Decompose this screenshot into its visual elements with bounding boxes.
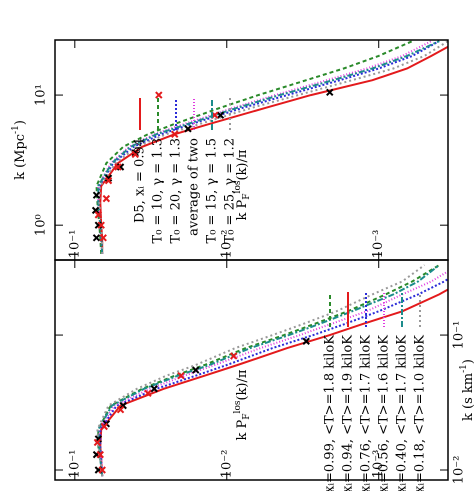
legend-label: xᵢ=0.76, <T>=1.7 kiloK: [359, 335, 374, 491]
x-axis-title-part: k (Mpc: [13, 134, 28, 180]
data-point: [93, 438, 102, 447]
y-axis-title-part: k P: [235, 199, 250, 220]
x-axis-title-part: k (s km: [461, 373, 475, 421]
y-tick-label: 10⁻²: [219, 450, 234, 479]
data-point: [192, 366, 200, 374]
series-line: [97, 264, 440, 477]
data-point: [171, 130, 179, 138]
legend-label: xᵢ=0.94, <T>=1.9 kiloK: [341, 335, 356, 491]
data-point: [302, 337, 310, 345]
data-point: [131, 150, 139, 159]
data-point: [99, 234, 107, 242]
data-point: [96, 450, 104, 459]
plot-area: [91, 40, 448, 255]
y-axis-title-part: k P: [235, 419, 250, 440]
data-point: [98, 466, 106, 474]
legend-label: T₀ = 25, γ = 1.2: [223, 138, 238, 243]
series-line: [99, 277, 448, 477]
legend-label: xᵢ=0.18, <T>=1.0 kiloK: [413, 335, 428, 491]
data-point: [155, 91, 163, 99]
x-axis-title-part: ): [13, 120, 28, 125]
data-point: [230, 352, 238, 360]
series-line: [97, 40, 440, 255]
data-point: [177, 371, 185, 380]
legend-label: T₀ = 15, γ = 1.5: [205, 138, 220, 243]
data-point: [116, 405, 125, 414]
data-point: [92, 191, 101, 199]
x-axis-title: k (Mpc-1): [11, 120, 28, 180]
data-point: [150, 385, 158, 393]
data-point: [100, 422, 108, 431]
legend-label: xᵢ=0.56, <T>=1.6 kiloK: [377, 335, 392, 491]
series-line: [97, 40, 432, 255]
data-point: [131, 149, 139, 157]
data-point: [184, 125, 192, 133]
y-tick-label: 10⁻²: [219, 230, 234, 259]
y-axis-title-part: F: [242, 193, 252, 199]
data-point: [144, 389, 152, 398]
x-tick-label: 10⁻¹: [452, 321, 467, 350]
y-tick-label: 10⁻³: [371, 230, 386, 259]
plot-frame: [54, 39, 449, 261]
legend-label: xᵢ=0.99, <T>=1.8 kiloK: [323, 335, 338, 491]
series-line: [96, 264, 426, 477]
data-point: [94, 211, 103, 219]
legend-label: T₀ = 20, γ = 1.3: [169, 138, 184, 243]
data-point: [114, 163, 122, 171]
x-tick-label: 10⁻²: [452, 456, 467, 485]
data-point: [91, 206, 100, 215]
x-axis-title-part: -1: [459, 364, 469, 373]
legend-label: D5, xᵢ = 0.94: [133, 138, 148, 223]
y-tick-label: 10⁻¹: [67, 230, 82, 259]
legend-label: xᵢ=0.40, <T>=1.7 kiloK: [395, 335, 410, 491]
series-line: [98, 270, 448, 477]
plot-area: [92, 264, 448, 477]
y-axis-title-part: los: [233, 180, 243, 193]
data-point: [326, 88, 334, 97]
series-line: [97, 40, 440, 255]
y-axis-title-part: los: [233, 400, 243, 413]
data-point: [104, 174, 113, 182]
y-tick-label: 10⁻¹: [67, 450, 82, 479]
plot-frame: [54, 259, 449, 481]
y-axis-title: k PFlos(k)/π: [233, 369, 252, 440]
data-point: [92, 234, 101, 242]
data-point: [97, 221, 105, 229]
x-axis-title: k (s km-1): [459, 359, 475, 421]
legend-label: average of two: [187, 138, 202, 236]
y-axis-title-part: (k)/π: [235, 369, 250, 400]
y-axis-title: k PFlos(k)/π: [233, 149, 252, 220]
data-point: [216, 111, 225, 119]
data-point: [102, 194, 111, 203]
x-axis-title-part: ): [461, 359, 475, 364]
y-axis-title-part: (k)/π: [235, 149, 250, 180]
x-axis-title-part: -1: [11, 125, 21, 134]
y-axis-title-part: F: [242, 413, 252, 419]
legend-label: T₀ = 10, γ = 1.3: [151, 138, 166, 243]
y-tick-label: 10⁻³: [371, 450, 386, 479]
data-point: [104, 176, 113, 185]
x-tick-label: 10⁰: [34, 214, 49, 236]
x-tick-label: 10¹: [34, 84, 49, 106]
